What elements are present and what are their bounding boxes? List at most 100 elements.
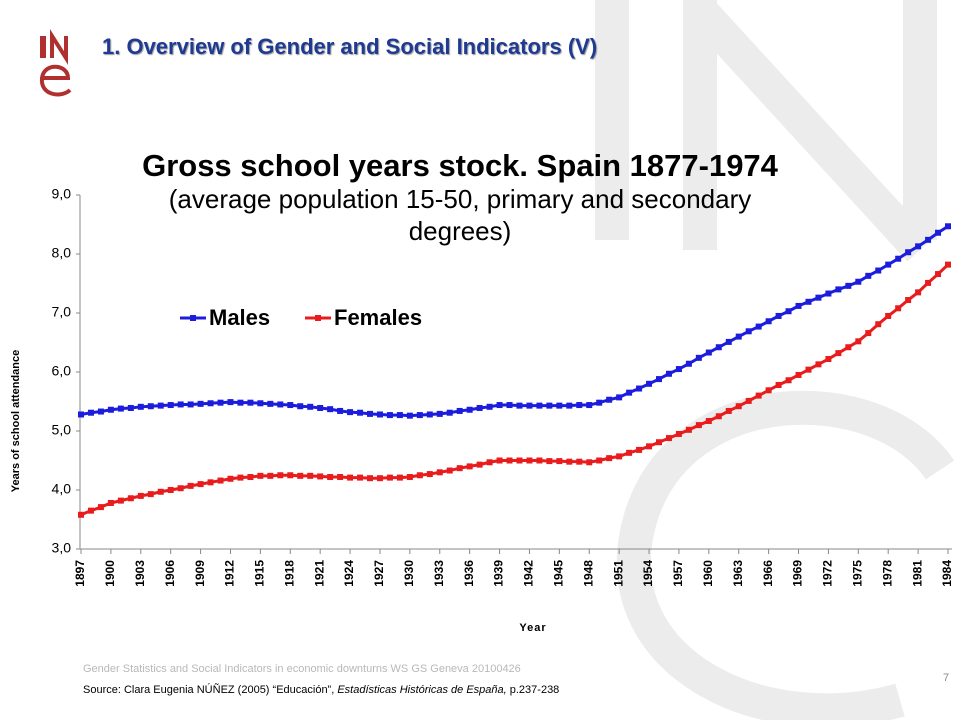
point: [526, 402, 533, 409]
point: [177, 485, 184, 492]
point: [825, 290, 832, 297]
point: [267, 400, 274, 407]
y-tick-label: 5,0: [52, 422, 72, 438]
x-tick-label: 1936: [462, 560, 476, 587]
point: [277, 401, 284, 408]
point: [137, 492, 144, 499]
x-tick-label: 1921: [312, 560, 326, 587]
point: [147, 491, 154, 498]
footer: Gender Statistics and Social Indicators …: [83, 663, 521, 675]
point: [845, 282, 852, 289]
point: [855, 278, 862, 285]
point: [665, 370, 672, 377]
point: [327, 474, 334, 481]
point: [297, 472, 304, 479]
point: [107, 406, 114, 413]
point: [675, 430, 682, 437]
y-tick-label: 4,0: [52, 481, 72, 497]
point: [257, 400, 264, 407]
point: [396, 474, 403, 481]
point: [915, 243, 922, 250]
point: [277, 472, 284, 479]
point: [337, 474, 344, 481]
point: [516, 402, 523, 409]
point: [626, 449, 633, 456]
point: [606, 455, 613, 462]
point: [197, 481, 204, 488]
point: [406, 474, 413, 481]
point: [496, 402, 503, 409]
series-line: [80, 225, 949, 418]
x-tick-label: 1960: [701, 560, 715, 587]
point: [157, 488, 164, 495]
legend-marker: [190, 315, 196, 321]
point: [915, 289, 922, 296]
point: [755, 392, 762, 399]
point: [506, 402, 513, 409]
x-tick-label: 1954: [641, 560, 655, 587]
point: [367, 410, 373, 417]
point: [137, 403, 144, 410]
point: [715, 413, 722, 420]
point: [526, 457, 533, 464]
page-number: 7: [943, 672, 949, 684]
point: [616, 453, 623, 460]
point: [426, 471, 433, 478]
x-tick-label: 1930: [402, 560, 416, 587]
point: [945, 223, 951, 230]
legend-marker: [315, 315, 321, 321]
point: [207, 400, 214, 407]
source-tail: p.237-238: [507, 684, 560, 696]
legend-label: Females: [334, 305, 422, 330]
point: [735, 403, 742, 410]
point: [357, 409, 364, 416]
point: [875, 321, 882, 328]
point: [476, 404, 483, 411]
watermark: [595, 0, 955, 720]
x-tick-label: 1939: [492, 560, 506, 587]
logo: [39, 29, 72, 97]
point: [376, 411, 383, 418]
x-tick-label: 1972: [821, 560, 835, 587]
point: [446, 409, 453, 416]
x-tick-label: 1951: [611, 560, 625, 587]
point: [895, 305, 902, 312]
point: [187, 401, 194, 408]
point: [406, 412, 413, 419]
point: [337, 407, 344, 414]
point: [327, 406, 334, 413]
x-tick-label: 1927: [372, 560, 386, 587]
x-tick-label: 1918: [282, 560, 296, 587]
point: [616, 394, 623, 401]
source: Source: Clara Eugenia NÚÑEZ (2005) “Educ…: [83, 683, 559, 696]
point: [935, 271, 942, 278]
point: [805, 366, 812, 373]
x-tick-label: 1969: [791, 560, 805, 587]
x-tick-label: 1978: [880, 560, 894, 587]
point: [87, 409, 94, 416]
point: [765, 318, 772, 325]
point: [516, 457, 523, 464]
point: [546, 458, 553, 465]
point: [177, 401, 184, 408]
point: [486, 459, 493, 466]
point: [97, 408, 104, 415]
point: [556, 402, 563, 409]
legend-label: Males: [209, 305, 270, 330]
point: [287, 472, 294, 479]
point: [825, 356, 832, 363]
point: [835, 350, 842, 357]
point: [656, 439, 662, 446]
point: [675, 366, 682, 373]
x-tick-label: 1975: [850, 560, 864, 587]
point: [237, 399, 244, 406]
point: [735, 333, 742, 340]
point: [875, 267, 882, 274]
x-tick-label: 1897: [73, 560, 87, 587]
x-tick-label: 1933: [432, 560, 446, 587]
point: [695, 422, 702, 429]
point: [566, 402, 573, 409]
x-tick-label: 1906: [163, 560, 177, 587]
point: [496, 457, 503, 464]
